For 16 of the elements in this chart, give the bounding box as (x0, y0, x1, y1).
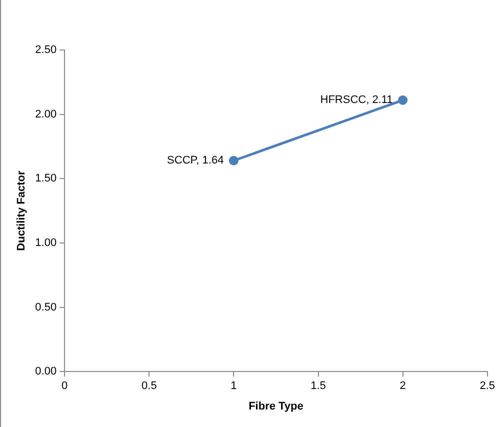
x-tick-label: 2 (400, 380, 406, 392)
annotation: SCCP, 1.64 (167, 154, 224, 167)
annotation: HFRSCC, 2.11 (320, 94, 393, 106)
y-tick-label: 1.00 (35, 236, 57, 249)
x-tick-label: 1 (230, 380, 237, 392)
x-axis-title: Fibre Type (248, 400, 304, 412)
y-tick-label: 0.00 (35, 366, 57, 378)
y-tick-label: 1.50 (35, 172, 57, 185)
x-tick-label: 0.5 (142, 380, 157, 392)
y-axis-title: Ductility Factor (16, 170, 28, 251)
x-tick-label: 0 (62, 380, 68, 392)
y-tick-label: 0.50 (35, 301, 57, 314)
y-tick-label: 2.00 (35, 108, 57, 120)
y-tick-label: 2.50 (35, 44, 57, 56)
x-tick-label: 1.5 (310, 380, 326, 392)
x-tick-label: 2.5 (480, 380, 496, 392)
